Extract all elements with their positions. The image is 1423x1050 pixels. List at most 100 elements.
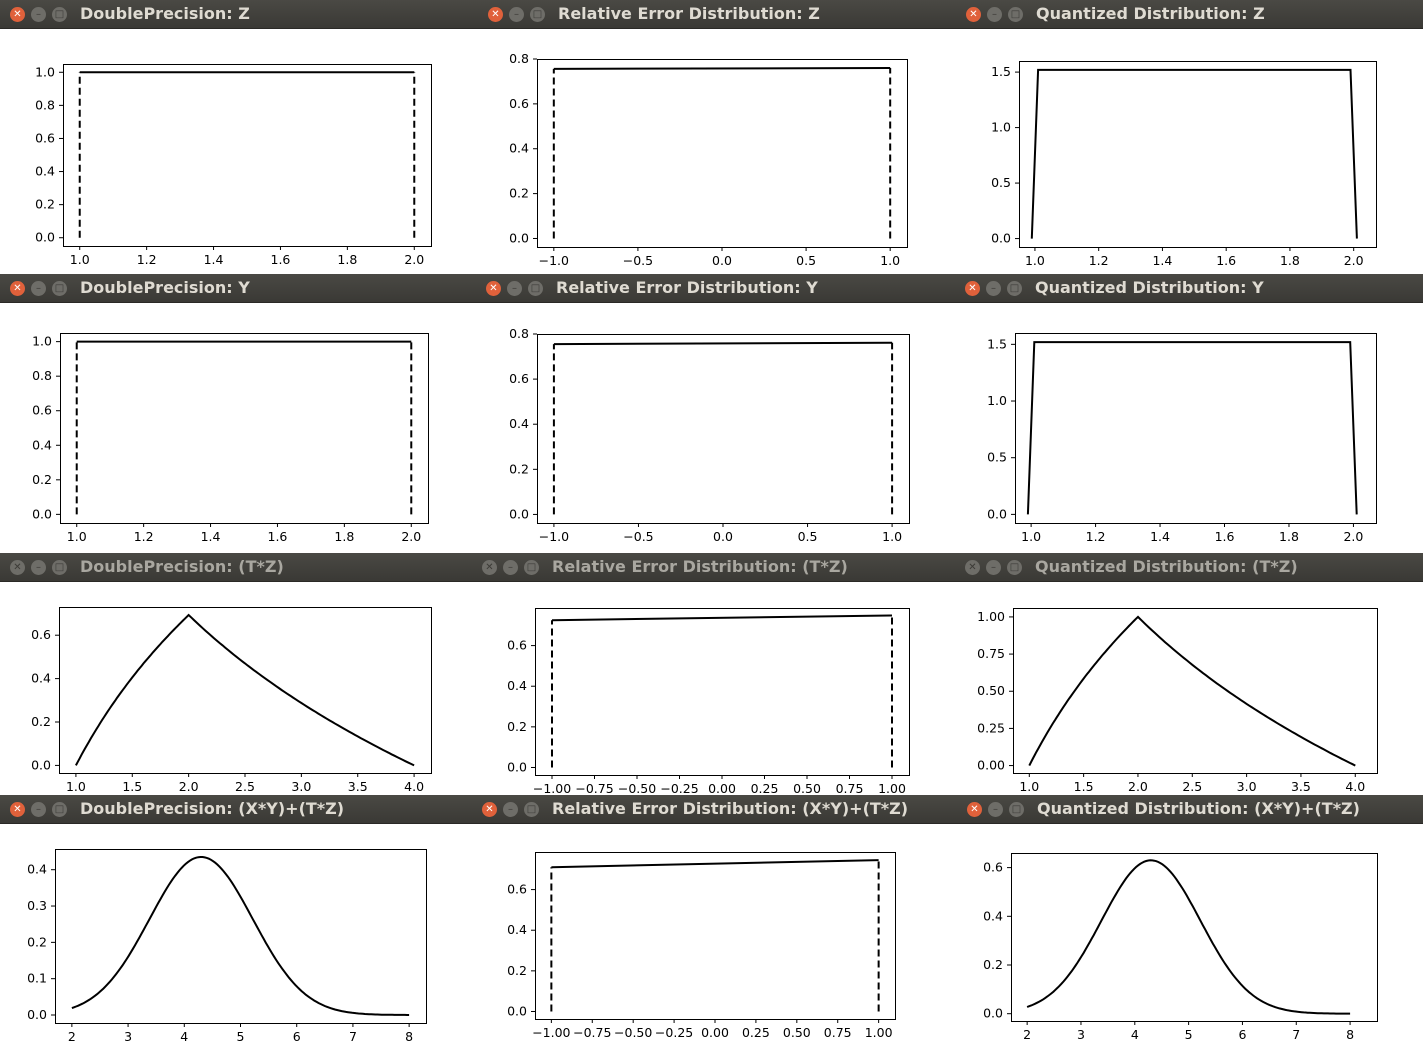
y-tick-label: 0.2 [27,934,47,949]
maximize-icon[interactable]: □ [524,802,539,817]
minimize-icon[interactable]: – [31,281,46,296]
x-tick-label: −0.5 [623,253,653,268]
maximize-icon[interactable]: □ [530,7,545,22]
maximize-icon[interactable]: □ [524,560,539,575]
y-tick-label: 0.6 [983,860,1003,875]
minimize-icon[interactable]: – [986,281,1001,296]
maximize-icon[interactable]: □ [528,281,543,296]
window-titlebar[interactable]: ✕ – □ DoublePrecision: Y [0,274,476,303]
close-icon[interactable]: ✕ [486,281,501,296]
minimize-icon[interactable]: – [31,7,46,22]
y-tick-label: 0.4 [27,862,47,877]
plot-window[interactable]: ✕ – □ Quantized Distribution: (X*Y)+(T*Z) 2 3… [957,795,1423,1050]
plot-window[interactable]: ✕ – □ Relative Error Distribution: Y −1.0 −0.… [476,274,955,553]
plot-window[interactable]: ✕ – □ DoublePrecision: Y 1.0 1.2 1.4 1.6 1.8 2.0 0… [0,274,476,553]
x-tick-label: 0.5 [798,529,818,544]
minimize-icon[interactable]: – [503,560,518,575]
close-icon[interactable]: ✕ [965,560,980,575]
maximize-icon[interactable]: □ [1007,281,1022,296]
x-tick-label: 4 [1131,1027,1139,1042]
window-titlebar[interactable]: ✕ – □ Quantized Distribution: Z [956,0,1423,29]
minimize-icon[interactable]: – [988,802,1003,817]
maximize-icon[interactable]: □ [1008,7,1023,22]
close-icon[interactable]: ✕ [965,281,980,296]
window-titlebar[interactable]: ✕ – □ Quantized Distribution: Y [955,274,1423,303]
close-icon[interactable]: ✕ [967,802,982,817]
plot-window[interactable]: ✕ – □ DoublePrecision: (T*Z) 1.0 1.5 2.0 2.5 3.0… [0,553,472,795]
maximize-icon[interactable]: □ [1007,560,1022,575]
window-titlebar[interactable]: ✕ – □ Relative Error Distribution: Z [478,0,956,29]
y-tick-label: 0.00 [977,758,1005,773]
chart: 1.0 1.2 1.4 1.6 1.8 2.0 0.0 0.2 0.4 0.6 0.8 1.0 [32,333,429,544]
y-tick-label: 0.2 [35,197,55,212]
x-tick-label: 1.6 [1216,253,1236,268]
x-tick-label: 2.0 [1343,529,1363,544]
plot-window[interactable]: ✕ – □ Quantized Distribution: Y 1.0 1.2 1.4 1.6… [955,274,1423,553]
x-tick-label: 2 [68,1029,76,1044]
close-icon[interactable]: ✕ [10,560,25,575]
axes-frame [55,849,427,1024]
maximize-icon[interactable]: □ [52,281,67,296]
x-tick-label: 1.0 [1019,779,1039,794]
y-tick-label: 0.6 [507,882,527,897]
x-tick-label: 6 [293,1029,301,1044]
close-icon[interactable]: ✕ [966,7,981,22]
window-title: DoublePrecision: Y [80,278,250,297]
y-tick-label: 0.2 [509,461,529,476]
y-tick-label: 1.0 [32,334,52,349]
minimize-icon[interactable]: – [509,7,524,22]
x-tick-label: 1.5 [122,779,142,794]
axes-frame [1013,608,1378,774]
window-titlebar[interactable]: ✕ – □ Relative Error Distribution: Y [476,274,955,303]
y-tick-label: 0.8 [509,326,529,341]
axes-frame [535,852,896,1020]
window-titlebar[interactable]: ✕ – □ Quantized Distribution: (X*Y)+(T*Z) [957,795,1423,824]
minimize-icon[interactable]: – [507,281,522,296]
minimize-icon[interactable]: – [987,7,1002,22]
window-title: Relative Error Distribution: Z [558,4,820,23]
minimize-icon[interactable]: – [503,802,518,817]
y-tick-label: 1.00 [977,609,1005,624]
y-tick-label: 0.0 [507,759,527,774]
x-tick-label: 1.4 [1150,529,1170,544]
x-tick-label: 1.5 [1074,779,1094,794]
plot-window[interactable]: ✕ – □ Quantized Distribution: (T*Z) 1.0 1.5 2.… [955,553,1423,795]
x-tick-label: 2.0 [1344,253,1364,268]
window-title: Quantized Distribution: (X*Y)+(T*Z) [1037,799,1360,818]
plot-window[interactable]: ✕ – □ Relative Error Distribution: (T*Z) −1.… [472,553,955,795]
plot-window[interactable]: ✕ – □ DoublePrecision: Z 1.0 1.2 1.4 1.6 1.8 2.0 0… [0,0,478,274]
window-titlebar[interactable]: ✕ – □ Relative Error Distribution: (X*Y)+(T… [472,795,957,824]
close-icon[interactable]: ✕ [482,560,497,575]
maximize-icon[interactable]: □ [52,7,67,22]
x-tick-label: 5 [1185,1027,1193,1042]
minimize-icon[interactable]: – [31,560,46,575]
close-icon[interactable]: ✕ [10,7,25,22]
close-icon[interactable]: ✕ [10,281,25,296]
window-titlebar[interactable]: ✕ – □ Relative Error Distribution: (T*Z) [472,553,955,582]
plot-window[interactable]: ✕ – □ Relative Error Distribution: Z −1.0 −0.… [478,0,956,274]
x-tick-label: 0.50 [783,1025,811,1040]
x-tick-label: 1.6 [1215,529,1235,544]
x-tick-label: 3.0 [1237,779,1257,794]
plot-window[interactable]: ✕ – □ DoublePrecision: (X*Y)+(T*Z) 2 3 4 5 6 7 8 0.… [0,795,472,1050]
window-titlebar[interactable]: ✕ – □ DoublePrecision: Z [0,0,478,29]
series-line [71,856,410,1016]
window-titlebar[interactable]: ✕ – □ Quantized Distribution: (T*Z) [955,553,1423,582]
maximize-icon[interactable]: □ [52,802,67,817]
close-icon[interactable]: ✕ [10,802,25,817]
axes-frame [1011,853,1378,1022]
minimize-icon[interactable]: – [31,802,46,817]
y-tick-label: 0.6 [35,130,55,145]
plot-window[interactable]: ✕ – □ Relative Error Distribution: (X*Y)+(T… [472,795,957,1050]
close-icon[interactable]: ✕ [482,802,497,817]
x-tick-label: 3.5 [1291,779,1311,794]
maximize-icon[interactable]: □ [52,560,67,575]
minimize-icon[interactable]: – [986,560,1001,575]
window-title: Quantized Distribution: Y [1035,278,1264,297]
close-icon[interactable]: ✕ [488,7,503,22]
plot-window[interactable]: ✕ – □ Quantized Distribution: Z 1.0 1.2 1.4 1.6… [956,0,1423,274]
maximize-icon[interactable]: □ [1009,802,1024,817]
window-titlebar[interactable]: ✕ – □ DoublePrecision: (X*Y)+(T*Z) [0,795,472,824]
y-tick-label: 0.4 [983,908,1003,923]
window-titlebar[interactable]: ✕ – □ DoublePrecision: (T*Z) [0,553,472,582]
